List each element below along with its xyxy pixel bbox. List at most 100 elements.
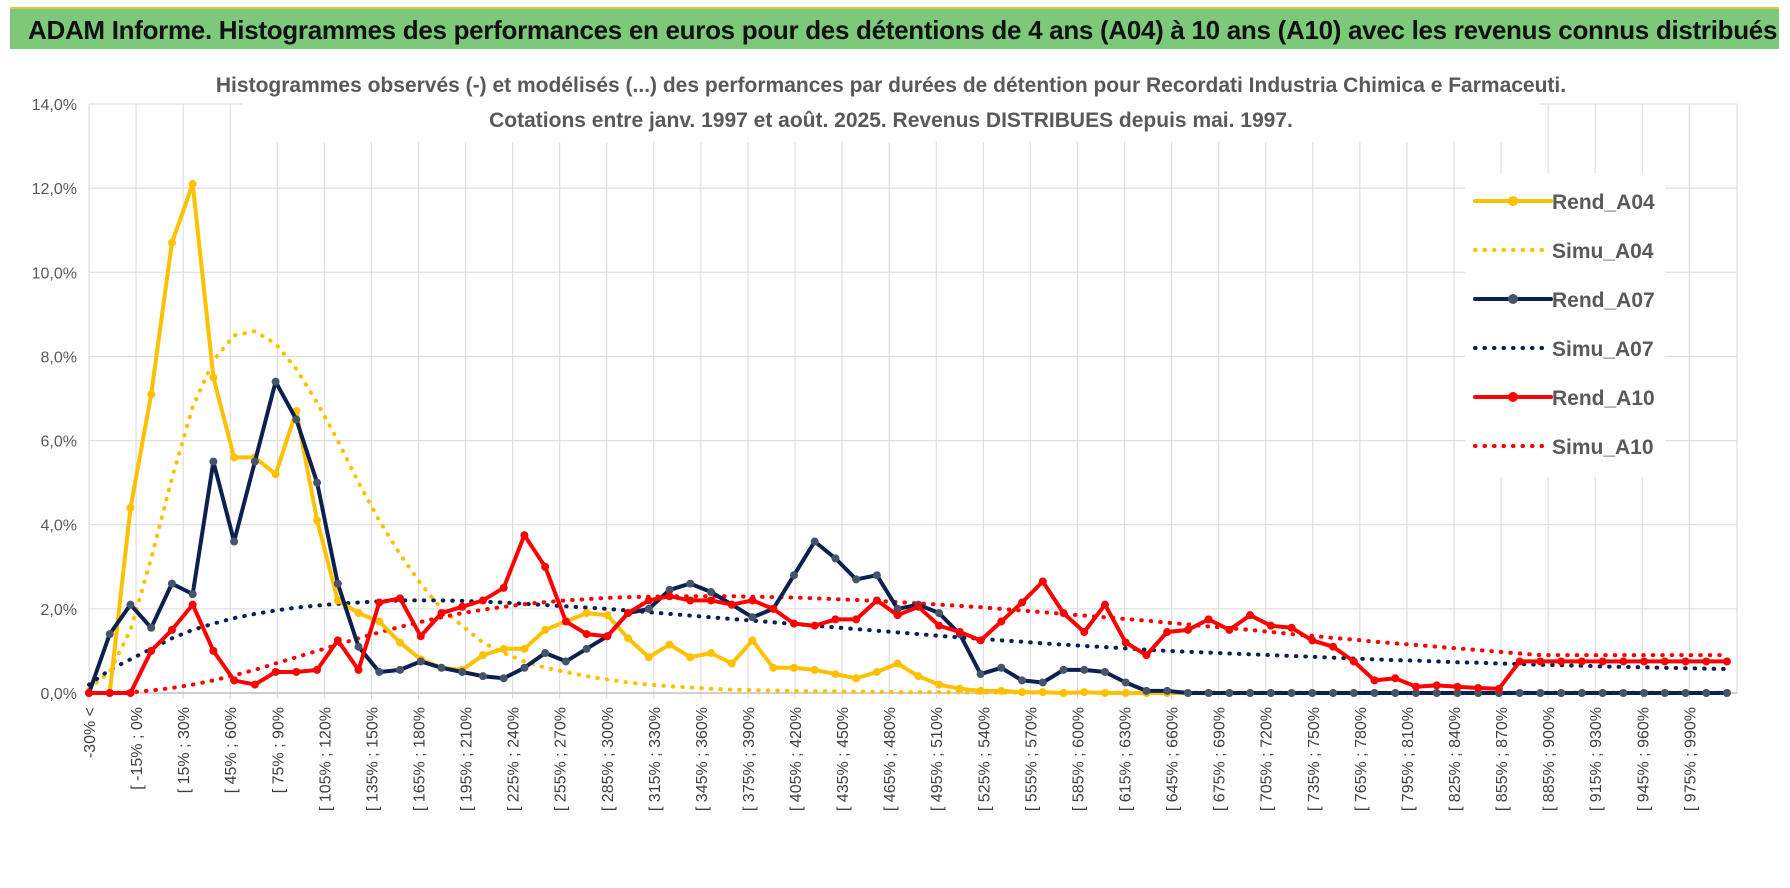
x-tick-label: [ 315% ; 330% [647, 707, 664, 811]
rend-a07-point [105, 630, 114, 639]
rend-a07-point [354, 642, 363, 651]
rend-a04-point [1059, 689, 1068, 697]
y-tick-label: 6,0% [41, 434, 77, 451]
rend-a04-point [603, 611, 612, 620]
rend-a04-point [872, 667, 881, 676]
x-tick-label: [ 555% ; 570% [1023, 707, 1040, 811]
rend-a10-point [271, 667, 280, 676]
rend-a10-point [1640, 657, 1649, 666]
rend-a04-point [499, 644, 508, 653]
x-tick-label: [ 735% ; 750% [1306, 707, 1323, 811]
rend-a04-point [147, 390, 156, 399]
y-tick-label: 8,0% [41, 349, 77, 366]
rend-a10-point [1246, 611, 1255, 620]
rend-a04-point [686, 653, 695, 662]
rend-a10-point [665, 592, 674, 601]
rend-a10-point [478, 596, 487, 605]
rend-a07-point [582, 644, 591, 653]
rend-a04-point [230, 453, 239, 462]
rend-a07-point [852, 575, 861, 584]
rend-a07-point [1598, 689, 1607, 697]
rend-a07-point [1723, 689, 1731, 697]
rend-a10-point [541, 562, 550, 571]
rend-a04-point [478, 651, 487, 660]
x-tick-label: [ 495% ; 510% [929, 707, 946, 811]
rend-a10-point [499, 583, 508, 592]
rend-a04-point [271, 470, 280, 479]
rend-a10-point [769, 604, 778, 613]
rend-a10-point [831, 615, 840, 624]
rend-a10-point [396, 594, 405, 603]
rend-a10-point [935, 621, 944, 630]
rend-a07-point [437, 663, 446, 672]
rend-a07-point [375, 667, 384, 676]
rend-a04-point [354, 609, 363, 618]
rend-a10-point [1702, 657, 1711, 666]
x-tick-label: [ 15% ; 30% [176, 707, 193, 793]
rend-a07-point [1059, 665, 1068, 674]
rend-a10-point [955, 627, 964, 636]
rend-a07-point [1411, 689, 1420, 697]
rend-a07-point [1163, 686, 1172, 695]
rend-a04-point [1018, 688, 1027, 697]
legend-marker [1508, 294, 1518, 304]
rend-a10-point [105, 689, 114, 697]
rend-a07-point [292, 415, 301, 424]
rend-a07-point [209, 457, 218, 466]
rend-a10-point [789, 619, 798, 628]
rend-a07-point [458, 667, 467, 676]
x-tick-label: [ 525% ; 540% [976, 707, 993, 811]
rend-a07-point [1619, 689, 1628, 697]
rend-a04-point [831, 670, 840, 679]
rend-a07-point [1349, 689, 1358, 697]
rend-a10-point [644, 596, 653, 605]
rend-a10-point [1723, 657, 1731, 666]
rend-a10-point [582, 630, 591, 639]
rend-a07-point [1453, 689, 1462, 697]
rend-a10-point [1370, 676, 1379, 685]
rend-a07-point [707, 588, 716, 597]
rend-a10-point [603, 632, 612, 641]
rend-a10-point [1121, 638, 1130, 647]
rend-a07-point [1246, 689, 1255, 697]
rend-a07-point [188, 590, 197, 599]
x-tick-label: [ 705% ; 720% [1259, 707, 1276, 811]
rend-a07-point [1432, 689, 1441, 697]
rend-a07-point [1660, 689, 1669, 697]
rend-a07-point [1100, 667, 1109, 676]
rend-a07-point [789, 571, 798, 580]
rend-a04-point [914, 672, 923, 681]
axes: 0,0% 2,0% 4,0% 6,0% 8,0% 10,0% 12,0% 14,0% -30% … [32, 97, 1737, 811]
title-background [242, 66, 1540, 142]
rend-a04-point [582, 609, 591, 618]
x-tick-label: [ 765% ; 780% [1353, 707, 1370, 811]
rend-a07-point [872, 571, 881, 580]
rend-a07-point [810, 537, 819, 546]
legend-label: Simu_A04 [1552, 240, 1654, 263]
rend-a04-point [624, 634, 633, 643]
chart-title: Histogrammes observés (-) et modélisés (… [216, 74, 1566, 97]
legend-label: Rend_A07 [1552, 289, 1655, 312]
rend-a10-point [1515, 657, 1524, 666]
x-tick-label: [ 285% ; 300% [600, 707, 617, 811]
rend-a07-point [1329, 689, 1338, 697]
legend-background [1465, 173, 1665, 477]
rend-a10-point [1266, 621, 1275, 630]
rend-a07-point [1557, 689, 1566, 697]
rend-a10-point [1681, 657, 1690, 666]
rend-a10-point [1308, 636, 1317, 645]
rend-a04-point [707, 649, 716, 658]
rend-a10-point [126, 689, 135, 697]
rend-a07-point [499, 674, 508, 683]
rend-a07-point [1142, 686, 1151, 695]
rend-a07-point [1225, 689, 1234, 697]
rend-a04-point [893, 659, 902, 668]
rend-a04-point [1121, 689, 1130, 697]
rend-a04-point [789, 663, 798, 672]
x-tick-label: [ 165% ; 180% [411, 707, 428, 811]
rend-a07-point [1681, 689, 1690, 697]
rend-a10-point [1059, 609, 1068, 618]
rend-a07-point [644, 604, 653, 613]
rend-a10-point [810, 621, 819, 630]
